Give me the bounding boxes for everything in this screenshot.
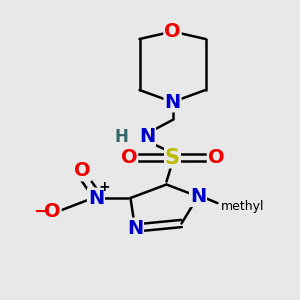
Text: H: H: [115, 128, 128, 146]
Text: S: S: [165, 148, 180, 167]
Text: O: O: [121, 148, 137, 167]
Text: N: N: [88, 188, 104, 208]
Text: O: O: [208, 148, 224, 167]
Text: O: O: [164, 22, 181, 41]
Text: N: N: [190, 187, 206, 206]
Text: O: O: [44, 202, 61, 221]
Text: −: −: [34, 202, 49, 220]
Text: N: N: [127, 218, 143, 238]
Text: O: O: [74, 161, 91, 181]
Text: N: N: [139, 127, 155, 146]
Text: +: +: [99, 180, 110, 194]
Text: N: N: [164, 92, 181, 112]
Text: methyl: methyl: [220, 200, 264, 213]
